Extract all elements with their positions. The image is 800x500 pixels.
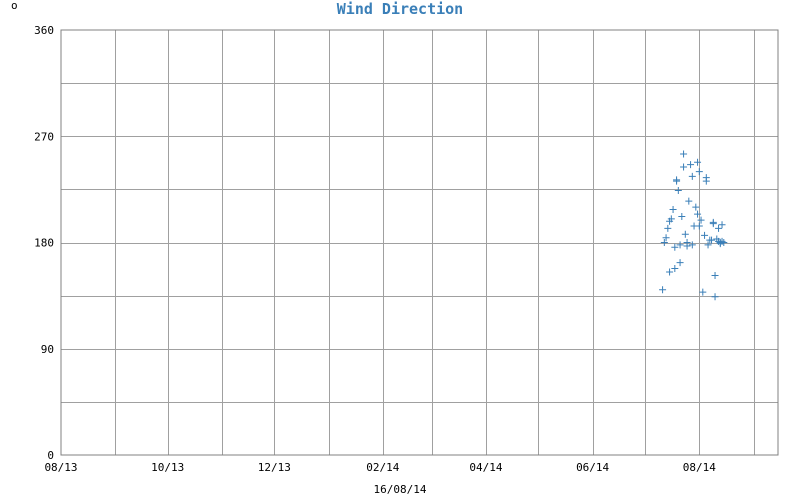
- data-point: [666, 268, 674, 276]
- grid: [61, 30, 778, 455]
- data-point: [699, 288, 707, 296]
- data-point: [671, 264, 679, 272]
- x-tick-label: 06/14: [576, 461, 609, 474]
- data-point: [680, 150, 688, 158]
- x-tick-label: 10/13: [151, 461, 184, 474]
- data-point: [678, 213, 686, 221]
- y-tick-label: 90: [41, 343, 54, 356]
- data-point: [680, 163, 688, 171]
- data-point: [718, 221, 726, 229]
- data-point: [720, 239, 728, 246]
- data-point: [694, 158, 702, 166]
- data-point: [667, 215, 675, 223]
- data-point: [709, 218, 717, 226]
- x-tick-label: 12/13: [258, 461, 291, 474]
- chart-title: Wind Direction: [337, 0, 463, 18]
- data-point: [701, 231, 709, 239]
- y-tick-label: 0: [47, 449, 54, 462]
- x-tick-label: 08/13: [44, 461, 77, 474]
- data-points: [659, 150, 728, 301]
- data-point: [660, 239, 668, 246]
- date-footer: 16/08/14: [374, 483, 427, 496]
- x-tick-label: 04/14: [469, 461, 502, 474]
- data-point: [662, 234, 670, 242]
- data-point: [702, 174, 710, 182]
- data-point: [695, 222, 703, 230]
- y-axis-unit: o: [11, 0, 18, 12]
- data-point: [685, 197, 693, 205]
- data-point: [676, 259, 684, 267]
- data-point: [694, 210, 702, 218]
- data-point: [664, 224, 672, 232]
- data-point: [692, 203, 700, 211]
- data-point: [688, 172, 696, 180]
- x-axis: 08/13 10/13 12/13 02/14 04/14 06/14 08/14: [44, 461, 716, 474]
- plot-frame: [60, 29, 779, 456]
- data-point: [673, 177, 681, 185]
- data-point: [688, 241, 696, 249]
- data-point: [697, 216, 705, 224]
- data-point: [669, 205, 677, 213]
- x-tick-label: 02/14: [366, 461, 399, 474]
- y-tick-label: 180: [34, 237, 54, 250]
- data-point: [676, 241, 684, 249]
- data-point: [704, 241, 712, 249]
- data-point: [711, 293, 719, 301]
- data-point: [715, 224, 723, 232]
- data-point: [711, 272, 719, 280]
- data-point: [695, 168, 703, 176]
- data-point: [674, 187, 682, 195]
- y-axis: 0 90 180 270 360: [34, 24, 54, 462]
- y-tick-label: 360: [34, 24, 54, 37]
- data-point: [683, 239, 691, 246]
- data-point: [671, 243, 679, 251]
- data-point: [687, 161, 695, 169]
- data-point: [681, 230, 689, 238]
- y-tick-label: 270: [34, 130, 54, 143]
- data-point: [718, 237, 726, 245]
- data-point: [708, 236, 716, 244]
- data-point: [659, 286, 667, 294]
- x-tick-label: 08/14: [683, 461, 716, 474]
